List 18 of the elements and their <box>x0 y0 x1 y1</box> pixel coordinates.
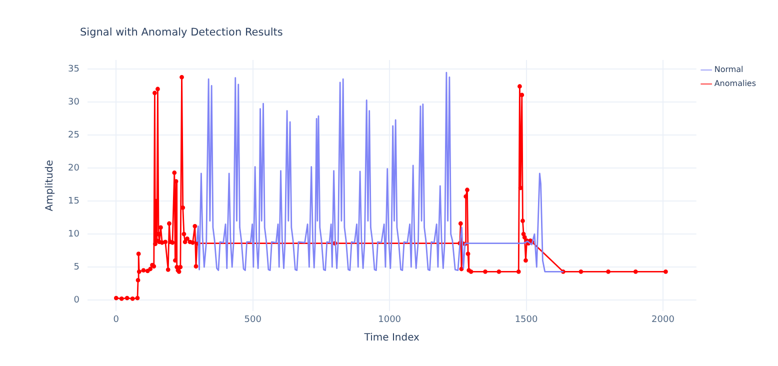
y-tick-label: 15 <box>68 196 80 206</box>
y-tick-label: 25 <box>68 130 80 141</box>
y-tick-label: 35 <box>68 64 80 75</box>
x-tick-label: 1000 <box>378 314 402 325</box>
legend-label: Normal <box>714 65 744 74</box>
y-tick-label: 0 <box>74 295 80 306</box>
x-tick-label: 2000 <box>652 314 675 325</box>
x-tick-label: 500 <box>244 314 262 325</box>
chart-title: Signal with Anomaly Detection Results <box>80 26 283 39</box>
y-tick-label: 20 <box>68 163 80 174</box>
y-tick-label: 30 <box>68 98 80 108</box>
legend-label: Anomalies <box>714 79 756 88</box>
y-tick-label: 5 <box>74 262 80 272</box>
x-tick-label: 1500 <box>514 314 538 325</box>
x-tick-label: 0 <box>113 314 120 325</box>
y-axis-title: Amplitude <box>44 160 56 212</box>
x-axis-title: Time Index <box>363 332 420 344</box>
y-tick-label: 10 <box>68 229 80 240</box>
